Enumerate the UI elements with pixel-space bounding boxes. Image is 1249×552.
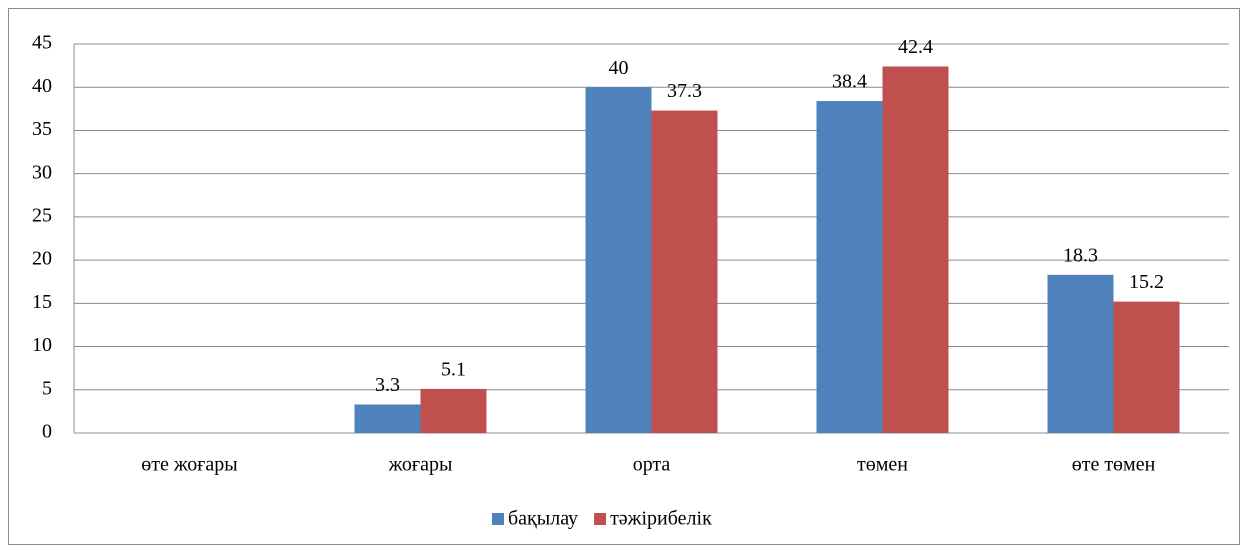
x-tick-label: өте төмен xyxy=(1072,454,1156,476)
data-label: 40 xyxy=(609,57,629,79)
x-tick-label: төмен xyxy=(857,454,908,476)
x-tick-label: орта xyxy=(633,454,671,476)
data-label: 37.3 xyxy=(667,80,702,102)
y-tick-label: 30 xyxy=(32,161,52,183)
data-label: 3.3 xyxy=(375,374,400,396)
data-label: 38.4 xyxy=(832,71,867,93)
y-tick-label: 40 xyxy=(32,75,52,97)
y-tick-label: 25 xyxy=(32,204,52,226)
bar xyxy=(420,388,487,433)
legend-label: тәжірибелік xyxy=(610,508,712,530)
x-tick-label: өте жоғары xyxy=(141,454,237,476)
data-label: 15.2 xyxy=(1129,271,1164,293)
data-label: 5.1 xyxy=(441,359,466,381)
legend-swatch xyxy=(492,513,504,525)
y-tick-label: 10 xyxy=(32,334,52,356)
bar xyxy=(1113,301,1180,433)
bar xyxy=(1047,274,1114,433)
data-label: 18.3 xyxy=(1063,244,1098,266)
y-tick-label: 0 xyxy=(42,421,52,443)
data-label: 42.4 xyxy=(898,36,933,58)
bar xyxy=(585,87,652,433)
y-tick-label: 20 xyxy=(32,248,52,270)
y-tick-label: 5 xyxy=(42,377,52,399)
bar xyxy=(354,404,421,433)
y-tick-label: 15 xyxy=(32,291,52,313)
legend-label: бақылау xyxy=(508,508,578,530)
bar xyxy=(882,66,949,433)
y-tick-label: 35 xyxy=(32,118,52,140)
x-tick-label: жоғары xyxy=(388,454,453,476)
legend-swatch xyxy=(594,513,607,525)
bar xyxy=(816,101,883,433)
y-tick-label: 45 xyxy=(32,32,52,54)
bar xyxy=(651,110,718,433)
